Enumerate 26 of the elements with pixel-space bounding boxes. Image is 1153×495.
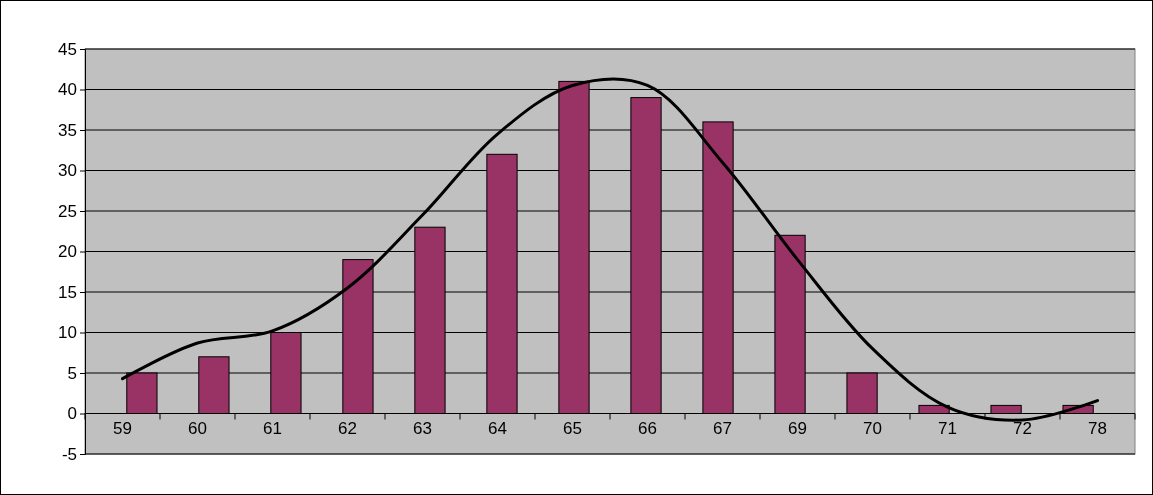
x-tick-label: 67 (713, 418, 732, 438)
y-tick-label: 0 (67, 404, 77, 424)
x-tick-label: 59 (113, 418, 132, 438)
y-tick-label: 5 (67, 363, 77, 383)
x-tick-label: 71 (938, 418, 957, 438)
y-tick-label: 25 (58, 201, 77, 221)
y-tick-label: 15 (58, 282, 77, 302)
x-tick-label: 60 (188, 418, 207, 438)
bar (990, 404, 1022, 414)
y-tick-label: 10 (58, 323, 77, 343)
y-tick-label: -5 (61, 444, 77, 464)
x-tick-label: 70 (863, 418, 882, 438)
x-tick-label: 66 (638, 418, 657, 438)
y-tick-label: 35 (58, 120, 77, 140)
x-tick-label: 64 (488, 418, 507, 438)
x-tick-label: 63 (413, 418, 432, 438)
y-tick-label: 20 (58, 242, 77, 262)
x-tick-label: 65 (563, 418, 582, 438)
x-tick-label: 61 (263, 418, 282, 438)
y-tick-label: 30 (58, 161, 77, 181)
x-tick-label: 62 (338, 418, 357, 438)
y-tick-label: 40 (58, 80, 77, 100)
x-tick-label: 78 (1088, 418, 1107, 438)
x-tick-label: 72 (1013, 418, 1032, 438)
x-tick-label: 69 (788, 418, 807, 438)
y-tick-label: 45 (58, 39, 77, 59)
